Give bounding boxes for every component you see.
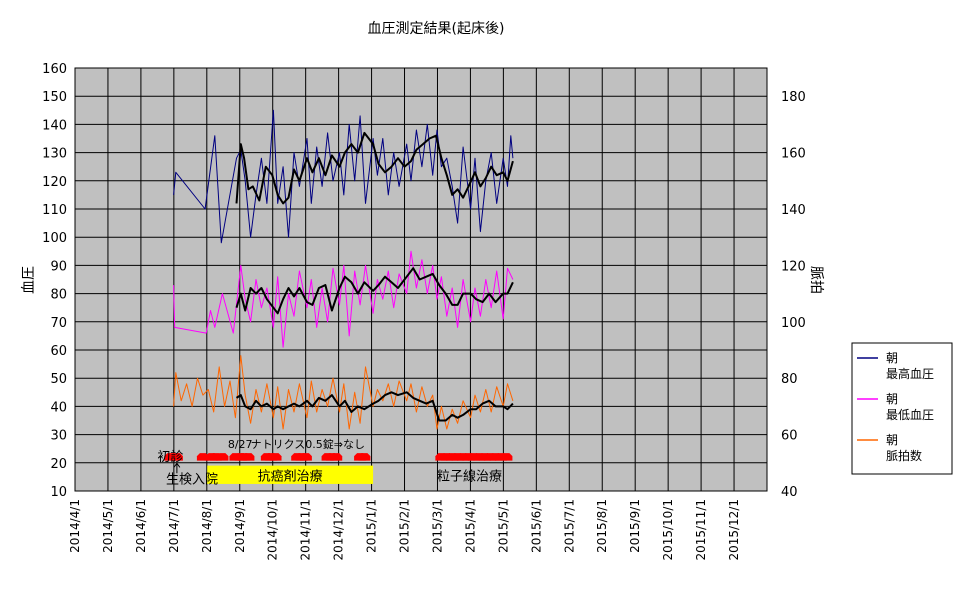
legend-label-line1: 朝 bbox=[886, 433, 898, 447]
x-tick-label: 2014/8/1 bbox=[200, 499, 214, 553]
y-right-tick-label: 120 bbox=[781, 259, 806, 274]
legend-label-line2: 最低血圧 bbox=[886, 408, 934, 422]
event-marker bbox=[330, 453, 343, 461]
gridlines bbox=[74, 67, 767, 492]
y-right-tick-label: 140 bbox=[781, 203, 806, 218]
y-left-tick-label: 60 bbox=[50, 344, 67, 359]
y-right-tick-label: 80 bbox=[781, 372, 798, 387]
annotation-arrow bbox=[173, 462, 181, 474]
y-left-tick-label: 40 bbox=[50, 400, 67, 415]
y-left-tick-label: 100 bbox=[42, 231, 67, 246]
x-axis: 2014/4/1 2014/5/1 2014/6/1 2014/7/1 2014/8/1… bbox=[68, 499, 741, 561]
x-tick-label: 2014/11/1 bbox=[299, 499, 313, 561]
legend-label-line1: 朝 bbox=[886, 351, 898, 365]
annotation: 生検入院 bbox=[166, 472, 218, 487]
x-tick-label: 2014/4/1 bbox=[68, 499, 82, 553]
x-tick-label: 2014/12/1 bbox=[332, 499, 346, 561]
legend-box bbox=[851, 342, 953, 475]
series-line-3 bbox=[235, 131, 514, 205]
x-tick-label: 2014/9/1 bbox=[233, 499, 247, 553]
event-marker bbox=[170, 453, 183, 461]
series-line-0 bbox=[173, 109, 514, 244]
series-line-5 bbox=[235, 391, 514, 422]
y-left-tick-label: 110 bbox=[42, 203, 67, 218]
x-tick-label: 2015/6/1 bbox=[529, 499, 543, 553]
x-tick-label: 2015/9/1 bbox=[628, 499, 642, 553]
y-left-tick-label: 10 bbox=[50, 485, 67, 500]
treatment-band-label: 抗癌剤治療 bbox=[258, 469, 323, 485]
y-right-tick-label: 160 bbox=[781, 147, 806, 162]
annotation: ナトリクス0.5錠⇒なし bbox=[251, 437, 365, 451]
y-axis-left: 10 20 30 40 50 60 70 80 90 100 110 120 130 140 150 160 bbox=[42, 62, 67, 500]
y-left-tick-label: 160 bbox=[42, 62, 67, 77]
chart-title: 血圧測定結果(起床後) bbox=[368, 21, 505, 37]
x-tick-label: 2015/3/1 bbox=[430, 499, 444, 553]
x-tick-label: 2014/6/1 bbox=[134, 499, 148, 553]
y-left-tick-label: 80 bbox=[50, 288, 67, 303]
y-axis-right-label: 脈拍 bbox=[808, 266, 824, 294]
y-left-tick-label: 140 bbox=[42, 118, 67, 133]
y-left-tick-label: 120 bbox=[42, 175, 67, 190]
x-tick-label: 2014/10/1 bbox=[266, 499, 280, 561]
x-tick-label: 2015/1/1 bbox=[365, 499, 379, 553]
x-tick-label: 2015/2/1 bbox=[398, 499, 412, 553]
x-tick-label: 2015/4/1 bbox=[463, 499, 477, 553]
y-left-tick-label: 20 bbox=[50, 457, 67, 472]
annotation: 初診 bbox=[157, 449, 183, 465]
event-marker bbox=[358, 453, 371, 461]
legend-label-line1: 朝 bbox=[886, 392, 898, 406]
x-tick-label: 2015/12/1 bbox=[727, 499, 741, 561]
event-marker bbox=[269, 453, 282, 461]
y-right-tick-label: 40 bbox=[781, 485, 798, 500]
event-markers bbox=[164, 453, 513, 461]
series-group bbox=[173, 109, 514, 430]
y-left-tick-label: 130 bbox=[42, 147, 67, 162]
event-marker bbox=[500, 453, 513, 461]
y-right-tick-label: 180 bbox=[781, 90, 806, 105]
y-left-tick-label: 30 bbox=[50, 429, 67, 444]
x-tick-label: 2015/5/1 bbox=[496, 499, 510, 553]
x-tick-label: 2015/10/1 bbox=[661, 499, 675, 561]
x-tick-label: 2015/7/1 bbox=[562, 499, 576, 553]
event-marker bbox=[242, 453, 255, 461]
treatment-band: 抗癌剤治療 bbox=[207, 465, 374, 485]
y-left-tick-label: 150 bbox=[42, 90, 67, 105]
event-marker bbox=[299, 453, 312, 461]
x-tick-label: 2015/11/1 bbox=[694, 499, 708, 561]
series-line-4 bbox=[235, 267, 514, 315]
y-right-tick-label: 60 bbox=[781, 429, 798, 444]
legend-label-line2: 最高血圧 bbox=[886, 366, 934, 381]
y-axis-right: 40 60 80 100 120 140 160 180 bbox=[781, 90, 806, 500]
y-right-tick-label: 100 bbox=[781, 316, 806, 331]
x-tick-label: 2014/5/1 bbox=[101, 499, 115, 553]
annotation: 8/27 bbox=[228, 438, 253, 451]
y-left-tick-label: 50 bbox=[50, 372, 67, 387]
legend-label-line2: 脈拍数 bbox=[886, 448, 922, 463]
y-axis-left-label: 血圧 bbox=[21, 266, 37, 294]
treatment-band-rect bbox=[207, 465, 374, 484]
y-left-tick-label: 70 bbox=[50, 316, 67, 331]
x-tick-label: 2014/7/1 bbox=[167, 499, 181, 553]
event-marker bbox=[216, 453, 229, 461]
annotation: 粒子線治療 bbox=[437, 468, 502, 484]
series-line-1 bbox=[173, 250, 514, 348]
x-tick-label: 2015/8/1 bbox=[595, 499, 609, 553]
y-left-tick-label: 90 bbox=[50, 259, 67, 274]
